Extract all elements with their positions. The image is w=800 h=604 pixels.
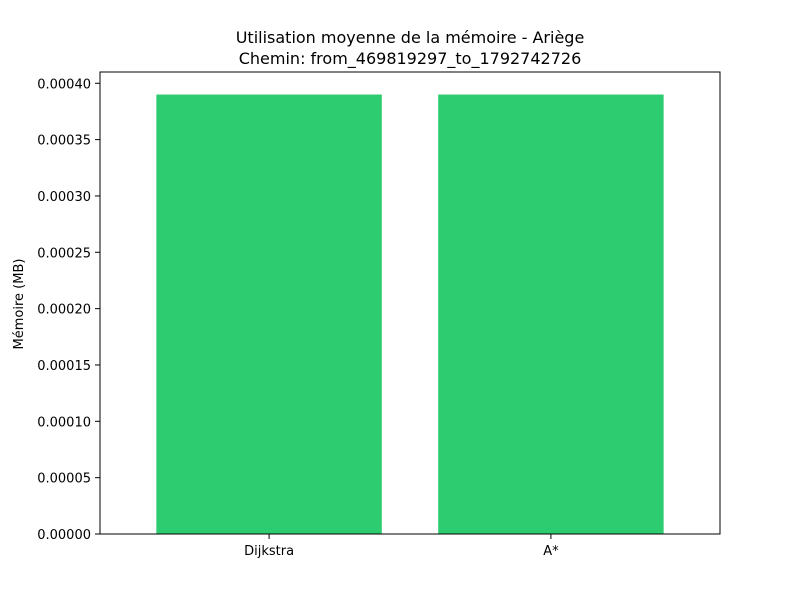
y-tick-label: 0.00025	[37, 246, 91, 261]
x-tick-label: A*	[543, 544, 559, 559]
x-tick-label: Dijkstra	[244, 544, 294, 559]
y-tick-label: 0.00005	[37, 472, 91, 487]
y-tick-label: 0.00040	[37, 77, 91, 92]
y-tick-label: 0.00010	[37, 415, 91, 430]
y-tick-label: 0.00020	[37, 303, 91, 318]
y-tick-label: 0.00015	[37, 359, 91, 374]
plot-frame	[99, 71, 721, 535]
y-tick-label: 0.00000	[37, 528, 91, 543]
bar-a	[438, 94, 664, 534]
bar-dijkstra	[156, 94, 382, 534]
y-tick-label: 0.00030	[37, 190, 91, 205]
y-tick-label: 0.00035	[37, 134, 91, 149]
y-axis-label: Mémoire (MB)	[12, 259, 27, 350]
chart-subtitle: Chemin: from_469819297_to_1792742726	[239, 49, 582, 69]
ticks-layer: Dijkstra A* 0.00000 0.00005 0.00010 0.00015 0.…	[37, 77, 559, 559]
chart-title: Utilisation moyenne de la mémoire - Ariè…	[236, 28, 585, 47]
bars-layer	[156, 94, 664, 534]
